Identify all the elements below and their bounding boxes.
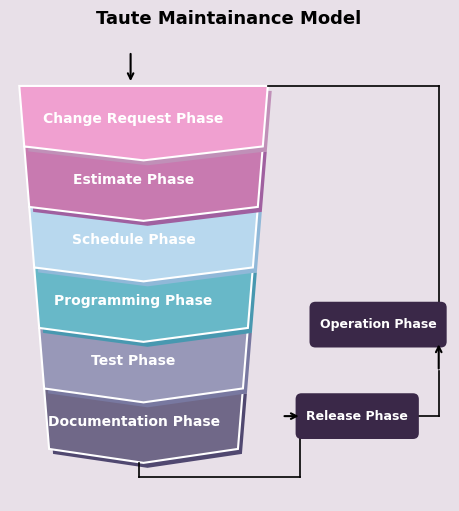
Polygon shape [24, 147, 263, 221]
Text: Estimate Phase: Estimate Phase [73, 173, 194, 187]
Polygon shape [48, 393, 247, 468]
Polygon shape [44, 388, 243, 463]
Text: Test Phase: Test Phase [91, 354, 176, 368]
Text: Release Phase: Release Phase [306, 410, 408, 423]
Polygon shape [38, 272, 257, 347]
Polygon shape [29, 207, 258, 282]
Polygon shape [43, 333, 252, 407]
Polygon shape [33, 212, 262, 286]
Polygon shape [28, 151, 267, 226]
Text: Programming Phase: Programming Phase [55, 294, 213, 308]
Text: Change Request Phase: Change Request Phase [44, 112, 224, 126]
Text: Documentation Phase: Documentation Phase [48, 414, 220, 429]
Polygon shape [39, 328, 248, 402]
Polygon shape [23, 91, 272, 166]
FancyBboxPatch shape [309, 302, 447, 347]
Text: Operation Phase: Operation Phase [320, 318, 437, 331]
Polygon shape [19, 86, 268, 160]
Text: Schedule Phase: Schedule Phase [72, 233, 196, 247]
FancyBboxPatch shape [296, 393, 419, 439]
Text: Taute Maintainance Model: Taute Maintainance Model [96, 10, 362, 28]
Polygon shape [34, 267, 253, 342]
